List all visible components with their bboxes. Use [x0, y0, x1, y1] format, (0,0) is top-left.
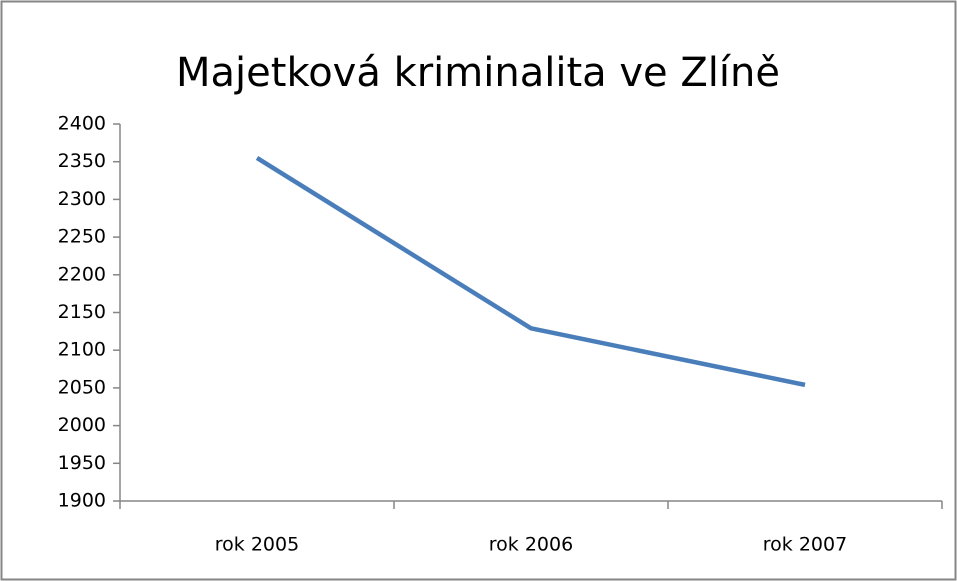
y-tick-label: 2250 — [58, 226, 106, 248]
y-tick-label: 2150 — [58, 301, 106, 323]
data-line — [255, 156, 806, 388]
y-tick-label: 2300 — [58, 188, 106, 210]
y-tick-label: 2200 — [58, 263, 106, 285]
y-tick-label: 1900 — [58, 490, 106, 512]
y-tick-label: 2000 — [58, 414, 106, 436]
x-tick-label: rok 2005 — [215, 534, 299, 556]
y-tick-label: 1950 — [58, 452, 106, 474]
y-tick-label: 2350 — [58, 150, 106, 172]
x-tick-label: rok 2007 — [763, 534, 847, 556]
x-tick-label: rok 2006 — [489, 534, 573, 556]
chart-title: Majetková kriminalita ve Zlíně — [176, 50, 780, 96]
y-tick-label: 2400 — [58, 113, 106, 135]
y-tick-label: 2100 — [58, 339, 106, 361]
y-tick-label: 2050 — [58, 376, 106, 398]
